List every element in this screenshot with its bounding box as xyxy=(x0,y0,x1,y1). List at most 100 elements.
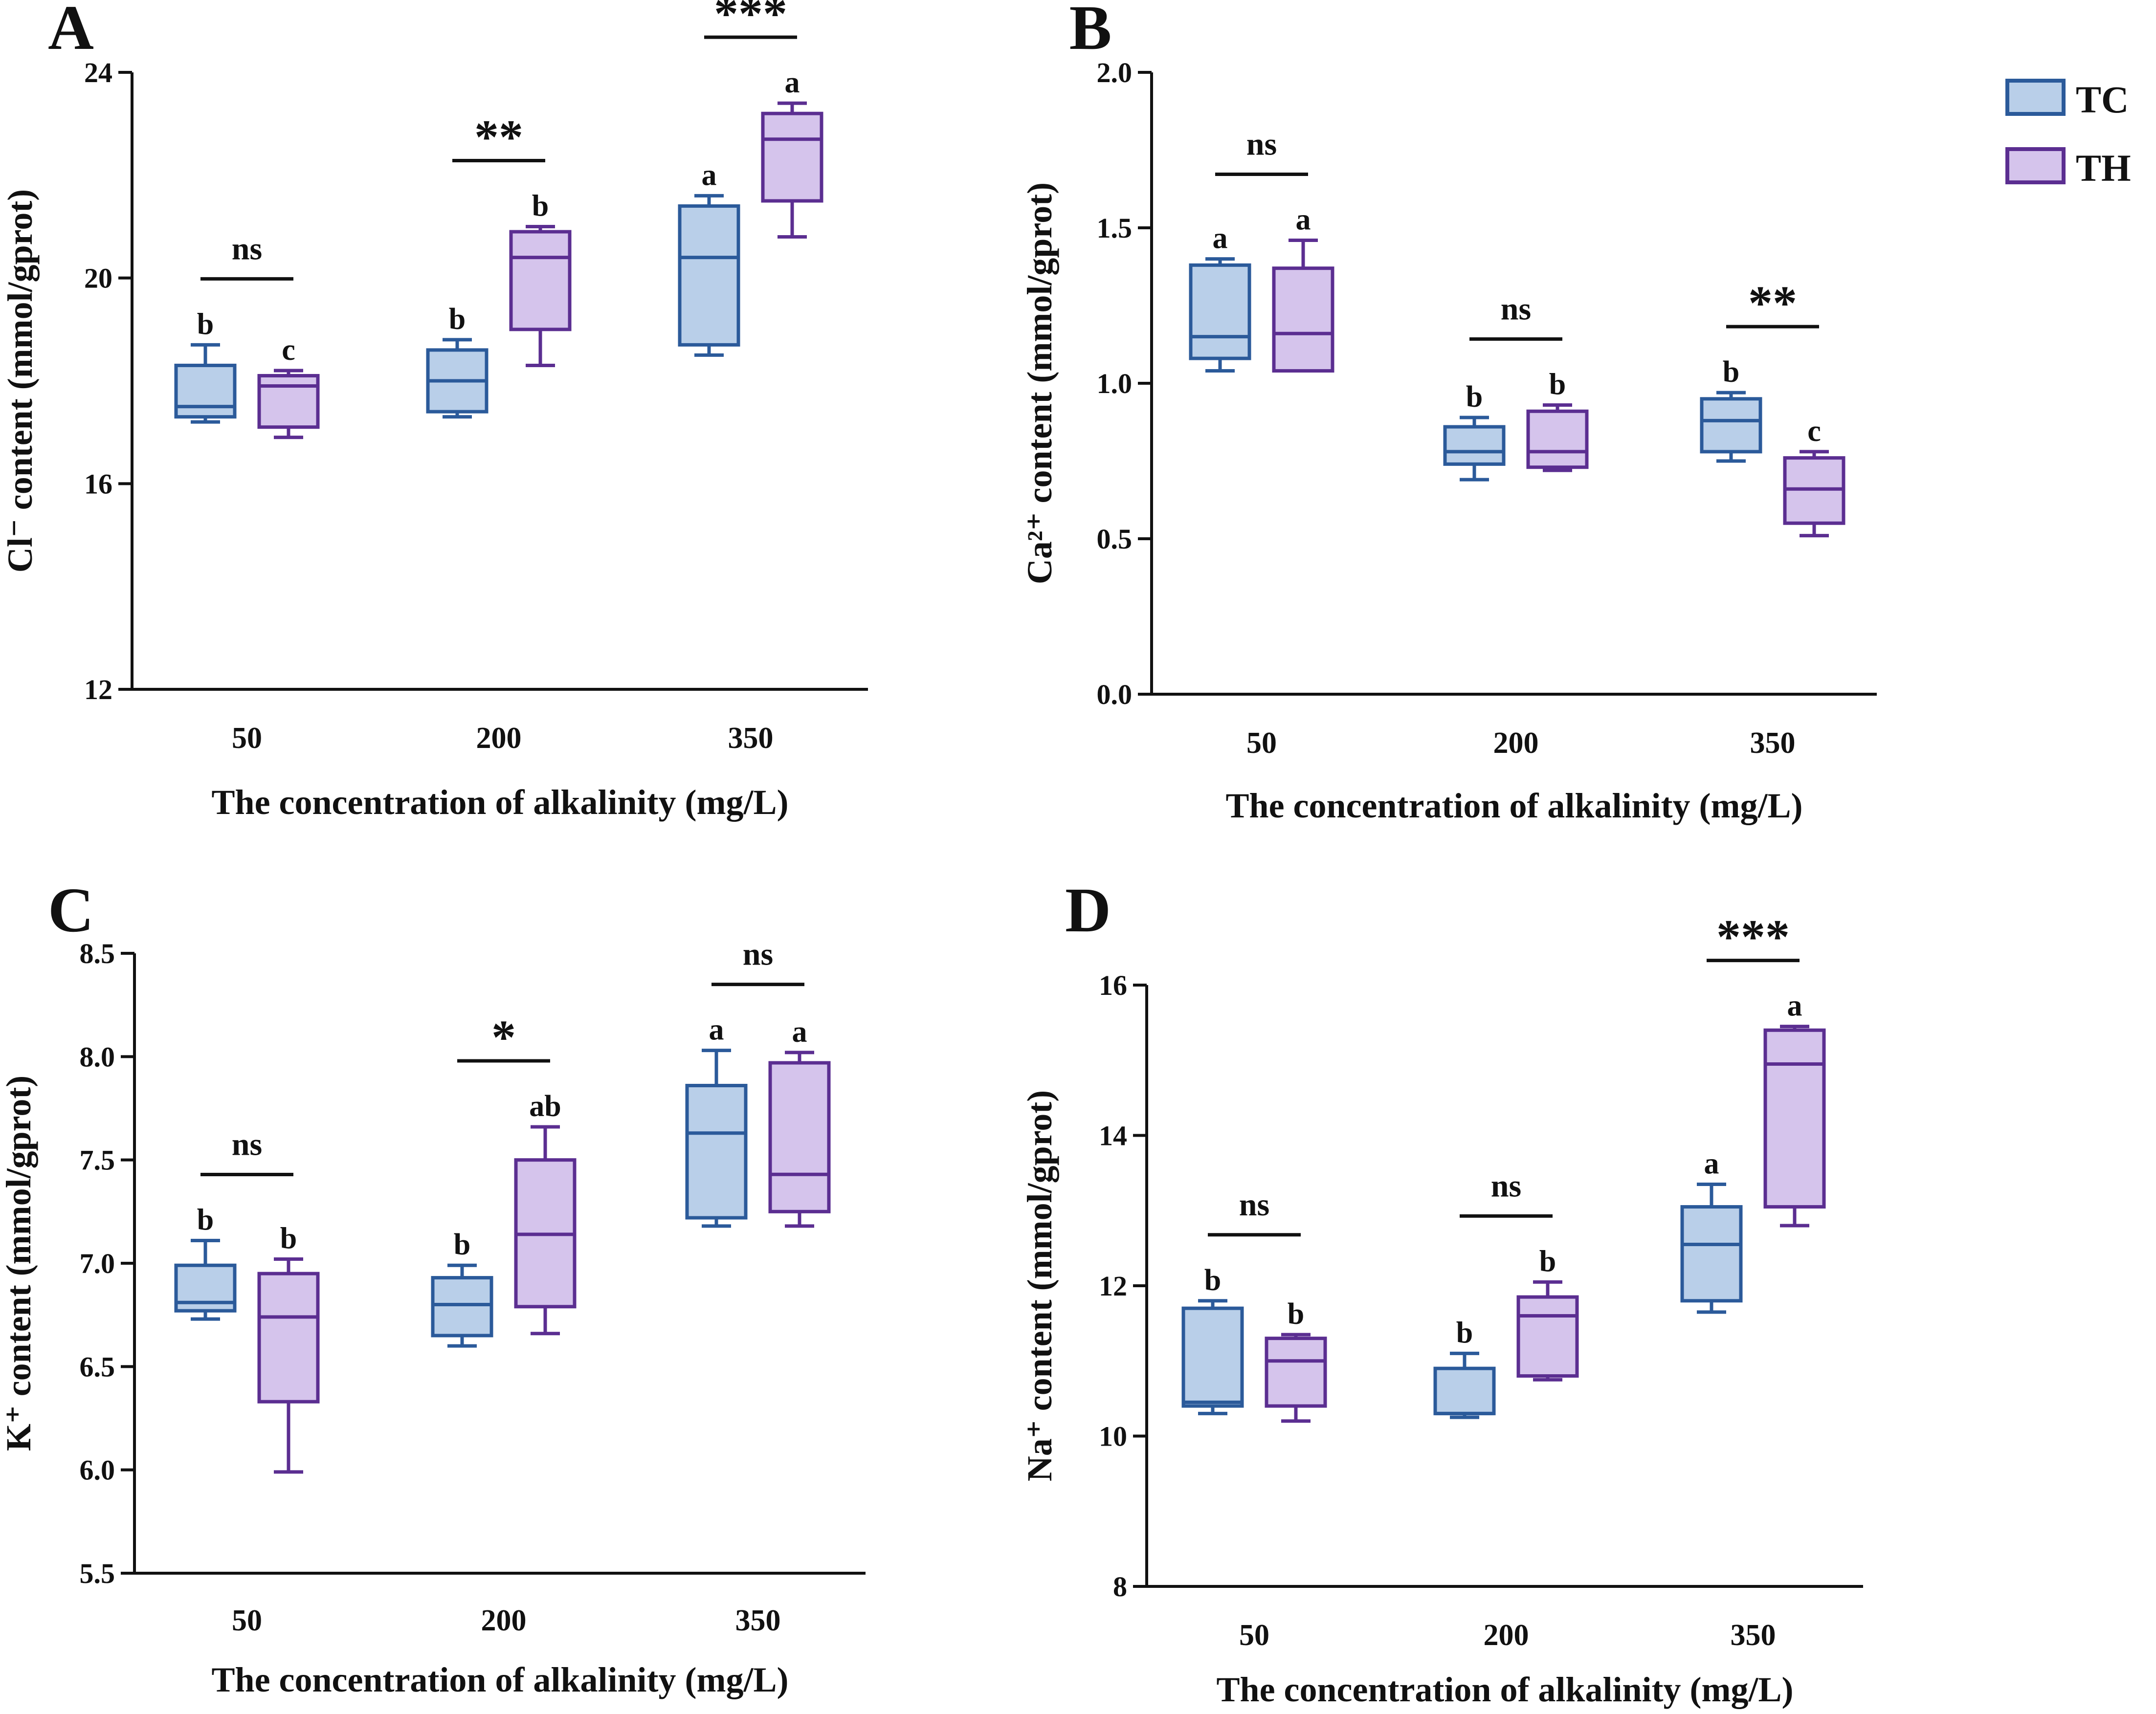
x-axis-label: The concentration of alkalinity (mg/L) xyxy=(1226,786,1803,825)
group-letter: a xyxy=(1296,203,1311,236)
y-tick-label: 1.5 xyxy=(1097,212,1133,244)
panel-letter: D xyxy=(1065,875,1111,945)
y-tick-label: 6.0 xyxy=(80,1454,115,1486)
box-TH-200: ab xyxy=(514,1090,577,1336)
significance-label: ns xyxy=(1246,126,1277,162)
box-TH-50: b xyxy=(1265,1297,1327,1423)
significance-label: ns xyxy=(1239,1187,1269,1223)
box-body xyxy=(1526,409,1589,469)
significance-label: * xyxy=(491,1010,516,1064)
panel-A: A 12 16 20 24 50 200 350 The concentration of al… xyxy=(0,0,868,822)
group-letter: b xyxy=(197,1204,214,1237)
box-body xyxy=(1181,1306,1244,1408)
box-TH-200: b xyxy=(509,190,572,367)
y-tick-label: 16 xyxy=(84,468,112,500)
x-tick-label: 200 xyxy=(476,722,522,755)
y-tick-label: 8.5 xyxy=(80,938,115,969)
x-tick-label: 50 xyxy=(1239,1619,1269,1652)
x-tick-label: 200 xyxy=(1493,726,1539,760)
significance-label: ns xyxy=(232,1127,262,1163)
x-tick-label: 350 xyxy=(1731,1619,1776,1652)
group-letter: b xyxy=(197,308,214,341)
y-tick-label: 5.5 xyxy=(80,1558,115,1589)
box-TC-200: b xyxy=(1433,1316,1496,1419)
y-axis-label: K⁺ content (mmol/gprot) xyxy=(0,1076,38,1451)
group-letter: b xyxy=(1549,368,1566,401)
box-body xyxy=(509,230,572,331)
box-body xyxy=(1443,425,1506,466)
group-letter: b xyxy=(1539,1245,1556,1278)
group-letter: b xyxy=(454,1228,470,1261)
y-tick-label: 10 xyxy=(1099,1421,1127,1452)
y-axis-label: Na⁺ content (mmol/gprot) xyxy=(1020,1090,1059,1482)
y-axis-label: Ca²⁺ content (mmol/gprot) xyxy=(1020,182,1059,584)
y-tick-label: 8.0 xyxy=(80,1041,115,1073)
panel-D: D 8 10 12 14 16 50 200 350 The concentration of a… xyxy=(1020,875,1863,1709)
y-tick-label: 1.0 xyxy=(1097,368,1133,399)
box-TC-50: a xyxy=(1189,222,1251,373)
legend-swatch-TC xyxy=(2005,79,2066,116)
group-letter: a xyxy=(1787,989,1802,1023)
box-TC-200: b xyxy=(431,1228,493,1348)
panel-letter: C xyxy=(48,875,94,945)
y-tick-label: 2.0 xyxy=(1097,57,1133,88)
group-letter: a xyxy=(709,1013,724,1047)
group-letter: a xyxy=(792,1015,807,1049)
group-letter: b xyxy=(1204,1264,1221,1297)
box-body xyxy=(257,374,320,429)
group-letter: b xyxy=(280,1222,297,1255)
y-tick-label: 0.5 xyxy=(1097,523,1133,555)
box-body xyxy=(431,1276,493,1338)
box-body xyxy=(768,1061,831,1213)
group-letter: b xyxy=(1456,1316,1473,1349)
significance-label: ** xyxy=(474,110,523,164)
group-letter: b xyxy=(532,190,549,223)
y-tick-label: 12 xyxy=(84,674,112,705)
y-tick-label: 8 xyxy=(1113,1571,1127,1603)
significance-label: ns xyxy=(1501,291,1531,327)
group-letter: c xyxy=(1807,415,1821,448)
box-TH-350: a xyxy=(1763,989,1826,1228)
panel-B: B 0.0 0.5 1.0 1.5 2.0 50 200 350 The concentratio… xyxy=(1020,0,1877,825)
box-body xyxy=(1265,1337,1327,1408)
group-letter: a xyxy=(702,158,717,192)
group-letter: a xyxy=(785,66,800,99)
group-letter: b xyxy=(1466,380,1483,414)
box-TH-50: a xyxy=(1272,203,1334,373)
box-TH-50: b xyxy=(257,1222,320,1474)
box-TC-50: b xyxy=(174,308,237,424)
group-letter: c xyxy=(282,333,295,367)
y-tick-label: 12 xyxy=(1099,1270,1127,1302)
panel-letter: A xyxy=(48,0,94,63)
box-body xyxy=(174,363,237,419)
significance-label: *** xyxy=(714,0,787,41)
x-axis-label: The concentration of alkalinity (mg/L) xyxy=(212,783,789,822)
box-body xyxy=(761,111,823,203)
y-tick-label: 24 xyxy=(84,57,112,88)
box-TH-200: b xyxy=(1516,1245,1579,1382)
y-tick-label: 7.0 xyxy=(80,1248,115,1279)
box-body xyxy=(1189,263,1251,360)
y-tick-label: 14 xyxy=(1099,1120,1127,1152)
box-TC-200: b xyxy=(426,303,489,419)
x-tick-label: 50 xyxy=(1246,726,1277,760)
x-axis-label: The concentration of alkalinity (mg/L) xyxy=(212,1660,789,1699)
significance-label: ** xyxy=(1748,276,1797,330)
box-body xyxy=(1680,1205,1743,1303)
box-body xyxy=(1433,1366,1496,1415)
box-TC-200: b xyxy=(1443,380,1506,482)
significance-label: ns xyxy=(1491,1168,1521,1204)
significance-label: ns xyxy=(743,937,773,972)
y-axis-label: Cl⁻ content (mmol/gprot) xyxy=(0,189,40,573)
legend-label-TH: TH xyxy=(2076,147,2131,189)
group-letter: a xyxy=(1213,222,1228,255)
y-tick-label: 7.5 xyxy=(80,1144,115,1176)
legend-swatch-TH xyxy=(2005,147,2066,184)
group-letter: b xyxy=(1288,1297,1304,1331)
box-body xyxy=(1763,1028,1826,1209)
group-letter: b xyxy=(449,303,466,336)
box-body xyxy=(685,1084,748,1220)
y-tick-label: 20 xyxy=(84,263,112,294)
box-body xyxy=(678,204,740,347)
